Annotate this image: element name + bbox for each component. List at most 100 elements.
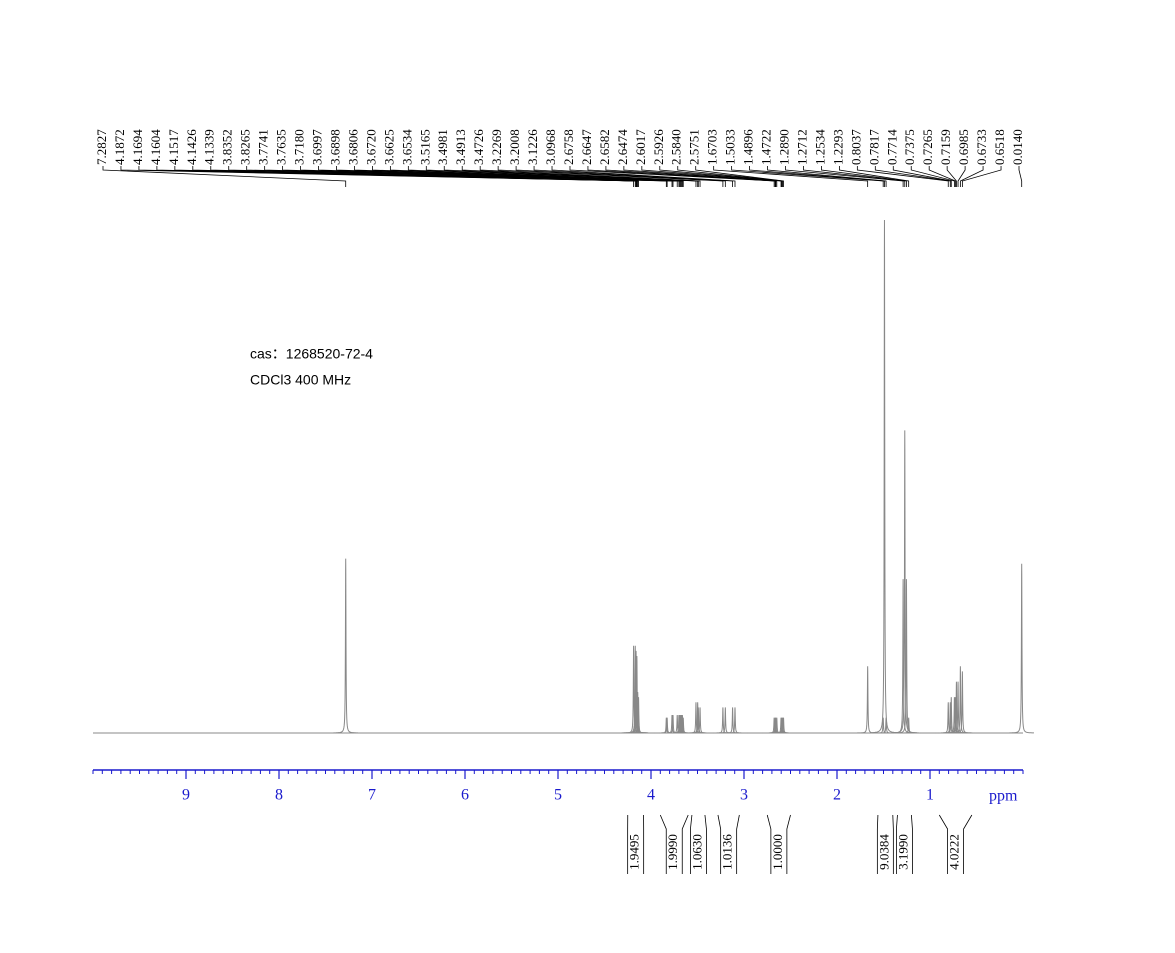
peak-connector (641, 166, 782, 187)
peak-label: 0.6518 (992, 129, 1007, 165)
peak (722, 707, 748, 734)
peak-label: 1.4722 (759, 129, 774, 165)
peak-label: 3.7635 (274, 129, 289, 165)
peak-label: 3.6720 (363, 129, 378, 165)
peak-label: 1.2712 (794, 129, 809, 165)
peak (626, 697, 651, 734)
peak-label: 1.4896 (741, 129, 756, 165)
integral-bracket (736, 814, 740, 874)
peak-label: 3.8265 (238, 129, 253, 165)
peak-label: 3.6625 (381, 129, 396, 165)
x-axis-label: ppm (989, 788, 1018, 805)
peak (894, 579, 919, 734)
integral-label: 1.0000 (770, 834, 785, 870)
peak-connector (443, 166, 699, 187)
peak (621, 645, 646, 734)
peak-label: 4.1339 (202, 129, 217, 165)
peak-label: 3.8352 (220, 129, 235, 165)
integral-bracket (892, 814, 894, 874)
peak (664, 715, 690, 734)
peak-label: 1.2890 (776, 129, 791, 165)
peak-label: 3.6997 (310, 129, 325, 165)
peak (683, 702, 709, 734)
peak (1009, 563, 1034, 734)
x-tick-label: 2 (833, 787, 841, 804)
peak-connector (713, 166, 869, 187)
peak (873, 717, 899, 734)
peak-label: 3.6806 (345, 129, 360, 165)
peak-label: 1.5033 (723, 129, 738, 165)
peak-label: 2.6474 (615, 129, 630, 165)
peak-connector (569, 166, 775, 187)
peak-connector (677, 166, 784, 187)
peak-label: 0.7375 (902, 129, 917, 165)
peak-connector (946, 166, 957, 187)
integral-label: 1.0630 (689, 834, 704, 870)
peak-connector (910, 166, 955, 187)
x-tick-label: 7 (368, 787, 376, 804)
peak-label: 0.6733 (974, 129, 989, 165)
integral-bracket (963, 814, 973, 874)
peak (872, 219, 897, 734)
peak-connector (479, 166, 701, 187)
peak-label: 1.2293 (830, 129, 845, 165)
annotation: CDCl3 400 MHz (250, 372, 351, 388)
x-tick-label: 1 (926, 787, 934, 804)
peak-connector (587, 166, 776, 187)
peak-connector (731, 166, 884, 187)
peak-label: 4.1872 (112, 129, 127, 165)
peak-label: 0.7265 (920, 129, 935, 165)
peak (687, 707, 713, 734)
peak-label: 4.1426 (184, 129, 199, 165)
integral-bracket (786, 814, 791, 874)
integral-label: 9.0384 (876, 834, 891, 870)
peak-label: 2.6582 (597, 129, 612, 165)
x-tick-label: 9 (182, 787, 190, 804)
integral-bracket (766, 814, 772, 874)
integral-bracket (659, 814, 667, 874)
peak-label: 1.2534 (812, 129, 827, 165)
integral-bracket (938, 814, 948, 874)
integral-bracket (717, 814, 722, 874)
peak-connector (407, 166, 684, 187)
peak-connector (605, 166, 777, 187)
x-tick-label: 4 (647, 787, 655, 804)
x-tick-label: 6 (461, 787, 469, 804)
peak-connector (767, 166, 887, 187)
peak-connector (785, 166, 904, 187)
annotation: cas：1268520-72-4 (250, 346, 373, 362)
peak-connector (515, 166, 726, 187)
peak-connector (749, 166, 885, 187)
peak-connector (461, 166, 699, 187)
integral-bracket (876, 814, 879, 874)
peak-label: 2.5751 (687, 129, 702, 165)
peak-connector (425, 166, 697, 187)
peak-label: 2.6647 (579, 129, 594, 165)
peak-label: 3.7180 (292, 129, 307, 165)
x-tick-label: 8 (275, 787, 283, 804)
peak-label: 2.6017 (633, 129, 648, 165)
integral-label: 1.9495 (627, 834, 642, 870)
peak-connector (856, 166, 949, 187)
peak-label: 0.7714 (884, 129, 899, 165)
peak-label: 2.5926 (651, 129, 666, 165)
peak-label: 3.7741 (256, 129, 271, 165)
peak-connector (803, 166, 906, 187)
peak-label: 3.4913 (453, 129, 468, 165)
peak-connector (695, 166, 784, 187)
peak-connector (961, 166, 1002, 187)
integral-label: 1.9990 (665, 834, 680, 870)
peak-connector (821, 166, 907, 187)
peak-connector (892, 166, 952, 187)
integral-bracket (896, 814, 898, 874)
peak (870, 717, 896, 734)
peak-connector (533, 166, 733, 187)
peak (890, 579, 916, 734)
x-tick-label: 5 (554, 787, 562, 804)
peak-connector (659, 166, 783, 187)
peak-connector (497, 166, 724, 187)
peak-label: 0.7817 (866, 129, 881, 165)
peak-label: 0.7159 (938, 129, 953, 165)
peak (333, 558, 358, 734)
